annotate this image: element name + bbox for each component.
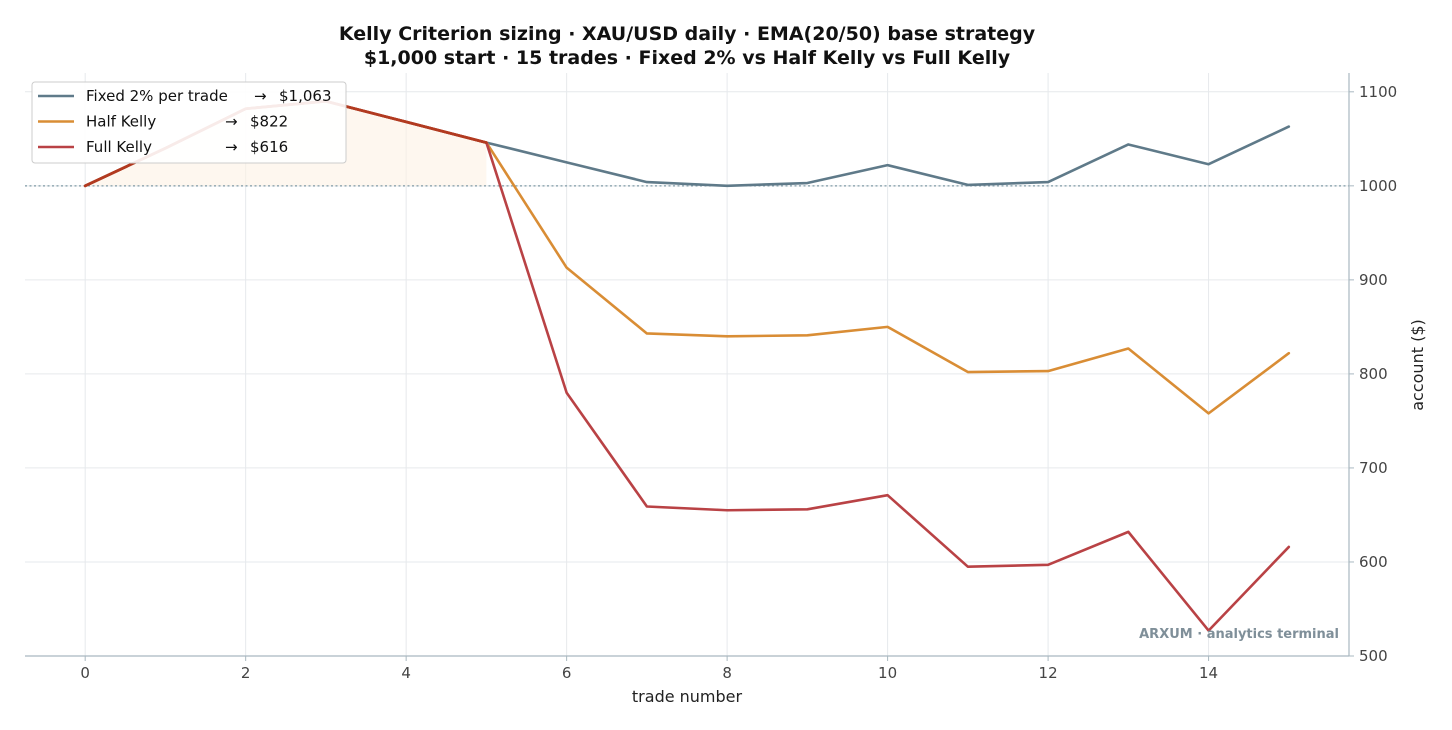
legend-value-full-kelly: $616 <box>250 138 288 156</box>
x-tick-label: 12 <box>1039 664 1058 682</box>
x-tick-label: 10 <box>878 664 897 682</box>
y-tick-label: 900 <box>1359 271 1388 289</box>
x-axis-label: trade number <box>632 687 743 706</box>
legend-label-fixed-2-per-trade: Fixed 2% per trade <box>86 87 228 105</box>
y-tick-label: 700 <box>1359 459 1388 477</box>
legend-label-full-kelly: Full Kelly <box>86 138 152 156</box>
legend-arrow: → <box>225 138 238 156</box>
y-tick-label: 600 <box>1359 553 1388 571</box>
x-tick-label: 0 <box>80 664 90 682</box>
x-tick-label: 2 <box>241 664 251 682</box>
x-tick-label: 8 <box>722 664 732 682</box>
legend-arrow: → <box>254 87 267 105</box>
tick-labels: 0 2 4 6 8 10 12 14 500 600 700 800 900 1000 1100 <box>80 83 1397 682</box>
legend-label-half-kelly: Half Kelly <box>86 113 156 131</box>
watermark: ARXUM · analytics terminal <box>1139 627 1339 642</box>
x-tick-label: 6 <box>562 664 572 682</box>
y-tick-label: 800 <box>1359 365 1388 383</box>
y-tick-label: 500 <box>1359 647 1388 665</box>
x-tick-label: 4 <box>401 664 411 682</box>
legend: Fixed 2% per trade → $1,063 Half Kelly → $822… <box>31 81 347 164</box>
chart-title-line-2: $1,000 start · 15 trades · Fixed 2% vs H… <box>364 47 1011 69</box>
y-axis-label: account ($) <box>1408 319 1427 411</box>
legend-box <box>31 81 347 164</box>
legend-arrow: → <box>225 113 238 131</box>
x-tick-label: 14 <box>1199 664 1218 682</box>
y-tick-label: 1100 <box>1359 83 1397 101</box>
legend-value-half-kelly: $822 <box>250 113 288 131</box>
chart-title-line-1: Kelly Criterion sizing · XAU/USD daily ·… <box>339 23 1036 45</box>
y-tick-label: 1000 <box>1359 177 1397 195</box>
legend-value-fixed-2-per-trade: $1,063 <box>279 87 332 105</box>
